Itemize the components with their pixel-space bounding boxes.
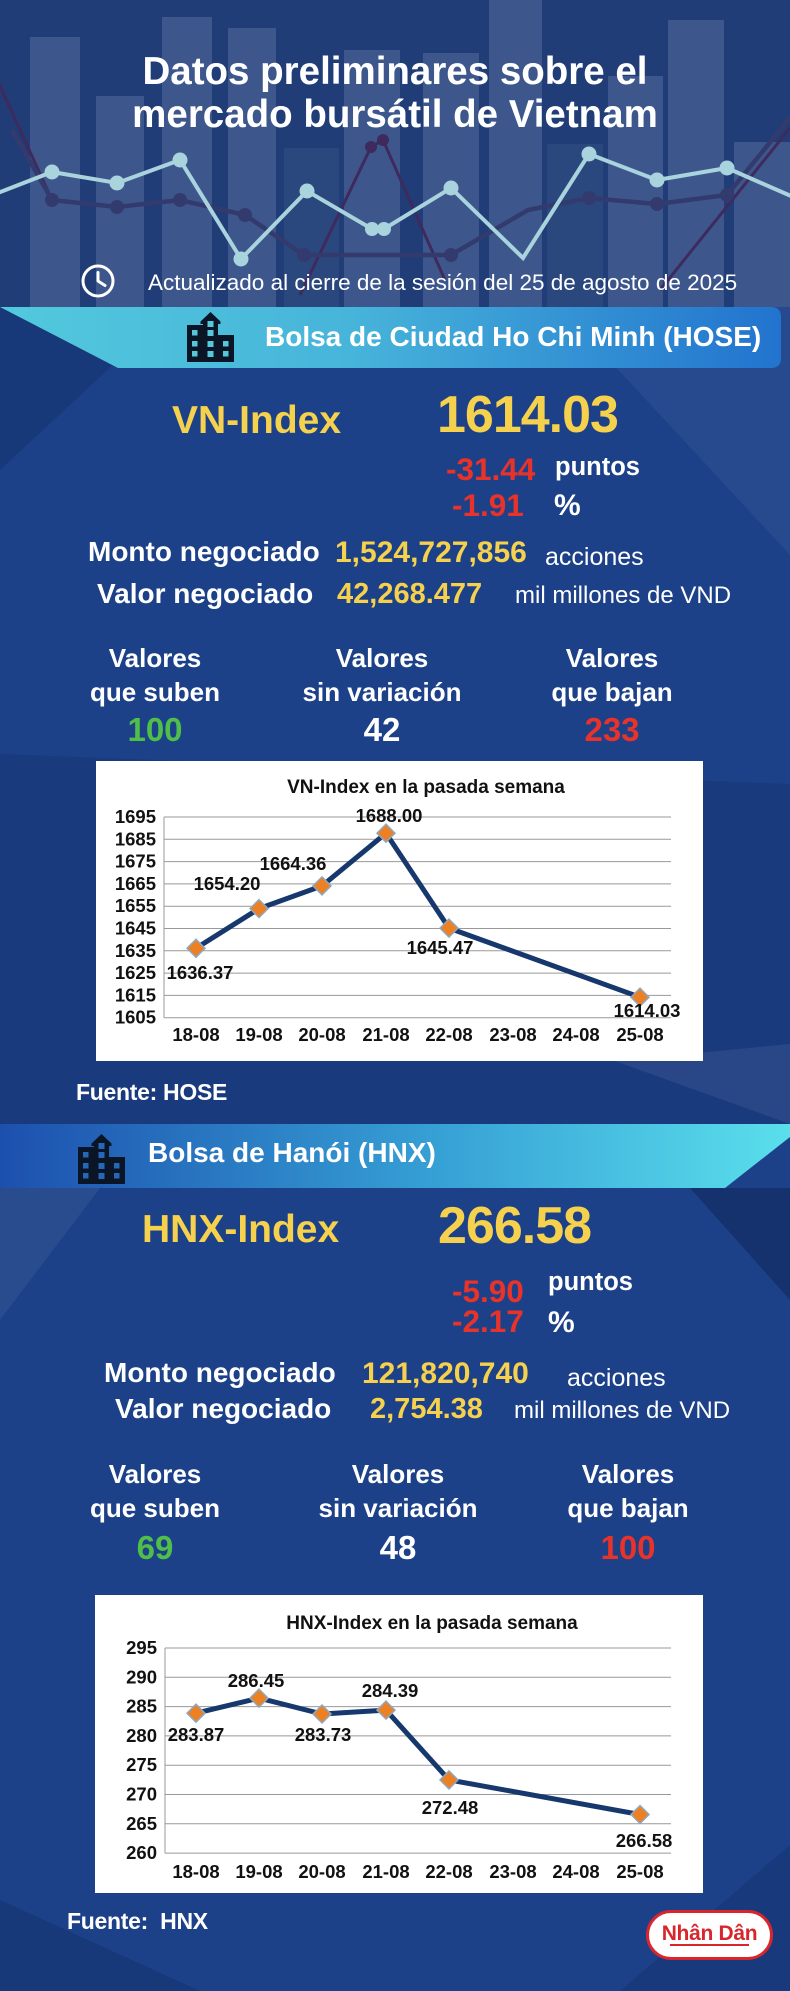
svg-text:24-08: 24-08	[552, 1861, 599, 1882]
svg-text:1675: 1675	[115, 851, 156, 872]
svg-text:286.45: 286.45	[228, 1670, 285, 1691]
svg-text:1665: 1665	[115, 873, 156, 894]
svg-text:18-08: 18-08	[172, 1024, 219, 1045]
svg-text:265: 265	[126, 1813, 157, 1834]
svg-text:21-08: 21-08	[362, 1024, 409, 1045]
svg-text:1615: 1615	[115, 984, 156, 1005]
svg-text:280: 280	[126, 1725, 157, 1746]
svg-text:22-08: 22-08	[425, 1861, 472, 1882]
svg-text:HNX-Index en la pasada semana: HNX-Index en la pasada semana	[286, 1613, 578, 1634]
svg-text:283.73: 283.73	[295, 1724, 352, 1745]
svg-text:25-08: 25-08	[616, 1024, 663, 1045]
svg-text:1645: 1645	[115, 918, 156, 939]
svg-text:275: 275	[126, 1754, 157, 1775]
svg-text:295: 295	[126, 1637, 157, 1658]
svg-text:18-08: 18-08	[172, 1861, 219, 1882]
svg-text:1685: 1685	[115, 828, 156, 849]
svg-text:1605: 1605	[115, 1007, 156, 1028]
svg-text:1635: 1635	[115, 940, 156, 961]
svg-text:19-08: 19-08	[235, 1024, 282, 1045]
svg-text:260: 260	[126, 1842, 157, 1863]
svg-text:1688.00: 1688.00	[356, 805, 423, 826]
svg-text:25-08: 25-08	[616, 1861, 663, 1882]
svg-text:23-08: 23-08	[489, 1024, 536, 1045]
svg-text:1664.36: 1664.36	[260, 853, 327, 874]
svg-text:1614.03: 1614.03	[614, 1000, 681, 1021]
svg-text:20-08: 20-08	[298, 1861, 345, 1882]
svg-text:24-08: 24-08	[552, 1024, 599, 1045]
svg-text:1695: 1695	[115, 806, 156, 827]
svg-text:1655: 1655	[115, 895, 156, 916]
svg-text:266.58: 266.58	[616, 1830, 673, 1851]
svg-text:19-08: 19-08	[235, 1861, 282, 1882]
svg-text:283.87: 283.87	[168, 1724, 225, 1745]
svg-text:1625: 1625	[115, 962, 156, 983]
svg-text:23-08: 23-08	[489, 1861, 536, 1882]
svg-text:290: 290	[126, 1666, 157, 1687]
svg-text:272.48: 272.48	[422, 1797, 479, 1818]
svg-text:20-08: 20-08	[298, 1024, 345, 1045]
svg-text:1654.20: 1654.20	[194, 873, 261, 894]
svg-text:1636.37: 1636.37	[167, 962, 234, 983]
svg-text:270: 270	[126, 1784, 157, 1805]
svg-text:284.39: 284.39	[362, 1680, 419, 1701]
svg-text:22-08: 22-08	[425, 1024, 472, 1045]
svg-text:1645.47: 1645.47	[407, 937, 474, 958]
svg-text:21-08: 21-08	[362, 1861, 409, 1882]
svg-text:VN-Index en la pasada semana: VN-Index en la pasada semana	[287, 777, 565, 798]
svg-text:285: 285	[126, 1696, 157, 1717]
